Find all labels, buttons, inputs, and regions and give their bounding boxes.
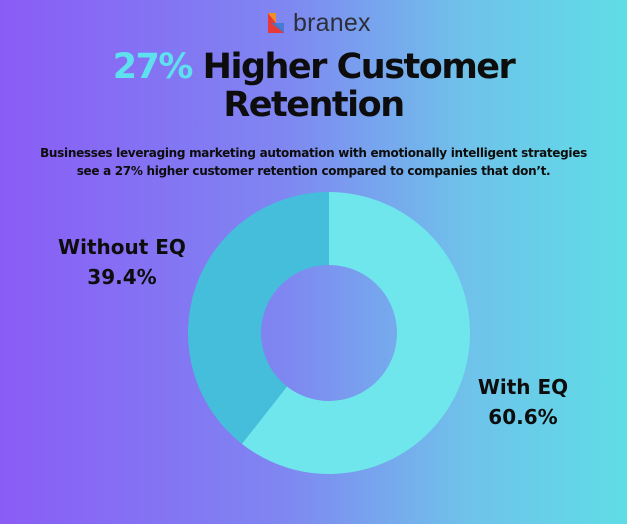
headline-accent: 27%: [112, 47, 194, 87]
label-with-eq-name: With EQ: [477, 375, 569, 399]
branex-logo-icon: [268, 13, 284, 33]
label-without-eq-name: Without EQ: [58, 235, 186, 259]
subtitle-line1: Businesses leveraging marketing automati…: [40, 146, 587, 160]
page-title: 27% Higher Customer Retention: [0, 48, 627, 124]
subtitle-line2: see a 27% higher customer retention comp…: [76, 164, 551, 178]
label-without-eq-value: 39.4%: [87, 265, 157, 289]
branex-logo: branex: [262, 9, 371, 37]
headline-line1: Higher Customer: [191, 47, 516, 87]
label-with-eq: With EQ 60.6%: [448, 372, 598, 432]
subtitle: Businesses leveraging marketing automati…: [0, 144, 627, 180]
headline-line2: Retention: [223, 85, 405, 125]
brand-name: branex: [293, 8, 371, 37]
donut-slice-with-eq: [241, 192, 470, 475]
label-with-eq-value: 60.6%: [488, 405, 558, 429]
label-without-eq: Without EQ 39.4%: [42, 232, 202, 292]
donut-slice-without-eq: [188, 192, 329, 444]
